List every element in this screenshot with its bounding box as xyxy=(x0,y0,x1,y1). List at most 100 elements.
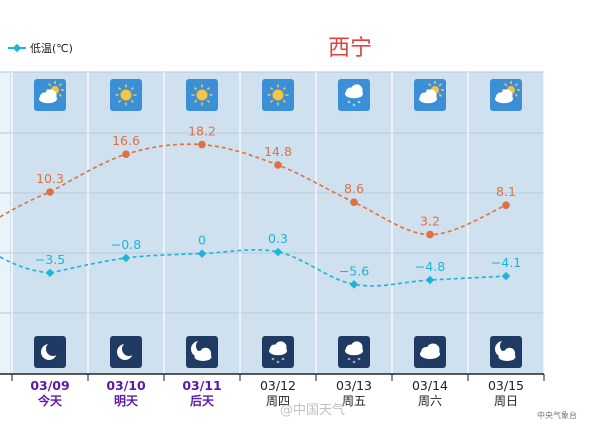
x-tick-date: 03/09 xyxy=(30,378,69,393)
x-tick-weekday: 后天 xyxy=(190,393,215,408)
low-data-label: −3.5 xyxy=(35,252,65,267)
snowflake: * xyxy=(348,100,351,107)
sun-ray xyxy=(130,87,134,91)
sun-disc xyxy=(272,89,284,101)
cloudy-icon xyxy=(414,336,446,368)
cloud-part xyxy=(274,341,287,354)
cloud-part xyxy=(424,89,437,102)
legend-low-label: 低温(℃) xyxy=(30,42,73,55)
sun-ray xyxy=(48,83,52,87)
cloud-part xyxy=(500,89,513,102)
partly-cloudy-icon xyxy=(34,79,66,111)
chart-title: 西宁 xyxy=(327,36,372,61)
moon-clear-icon xyxy=(34,336,66,368)
high-point xyxy=(502,201,510,209)
sun-ray xyxy=(58,93,62,97)
sun-ray xyxy=(130,99,134,103)
low-data-label: −0.8 xyxy=(111,237,141,252)
partly-cloudy-icon xyxy=(490,79,522,111)
low-data-label: 0 xyxy=(198,233,206,248)
cloud-snow-icon: * * * xyxy=(262,336,294,368)
low-data-label: −4.1 xyxy=(491,255,521,270)
sun-ray xyxy=(504,83,508,87)
x-tick-date: 03/12 xyxy=(260,378,296,393)
sun-ray xyxy=(270,87,274,91)
high-point xyxy=(46,188,54,196)
low-point xyxy=(273,247,283,257)
sunny-icon xyxy=(110,79,142,111)
cloud-part xyxy=(504,347,516,359)
high-data-label: 14.8 xyxy=(264,144,292,159)
low-point xyxy=(45,268,55,278)
x-tick-weekday: 明天 xyxy=(114,394,139,408)
x-tick-weekday: 周六 xyxy=(418,394,442,408)
sunny-icon xyxy=(186,79,218,111)
x-tick-date: 03/15 xyxy=(488,378,524,393)
snowflake: * xyxy=(272,357,275,364)
low-point xyxy=(121,253,131,263)
sun-disc xyxy=(120,89,132,101)
moon-clear-icon xyxy=(110,336,142,368)
moon-cloudy-icon xyxy=(186,336,218,368)
high-point xyxy=(122,150,130,158)
high-point xyxy=(198,140,206,149)
sun-ray xyxy=(194,99,198,103)
plot-band xyxy=(10,72,544,374)
snowflake: * xyxy=(358,100,361,107)
snowflake: * xyxy=(358,357,361,364)
sunny-icon xyxy=(262,79,294,111)
high-data-label: 8.6 xyxy=(344,181,364,196)
plot-band-left-edge xyxy=(0,72,10,374)
x-tick-date: 03/11 xyxy=(182,378,221,393)
sun-ray xyxy=(206,99,210,103)
low-point xyxy=(197,249,207,258)
snowflake: * xyxy=(348,357,351,364)
x-tick-date: 03/14 xyxy=(412,378,448,393)
low-data-label: −5.6 xyxy=(339,263,369,278)
sun-ray xyxy=(58,83,62,87)
sun-disc xyxy=(196,89,208,101)
sun-ray xyxy=(428,83,432,87)
x-tick-date: 03/13 xyxy=(336,378,372,393)
high-data-label: 8.1 xyxy=(496,184,516,199)
high-data-label: 16.6 xyxy=(112,133,140,148)
sun-ray xyxy=(118,99,122,103)
credit-label: 中央气象台 xyxy=(537,411,577,420)
sun-ray xyxy=(282,87,286,91)
cloud-part xyxy=(350,84,363,97)
low-point xyxy=(425,275,435,285)
moon-cloudy-icon xyxy=(490,336,522,368)
x-tick-weekday: 周日 xyxy=(494,394,518,408)
x-tick-weekday: 周五 xyxy=(342,394,366,408)
cloud-snow-icon: * * * xyxy=(338,79,370,111)
x-tick-weekday: 周四 xyxy=(266,394,290,408)
moon-cut xyxy=(122,342,136,356)
sun-ray xyxy=(282,99,286,103)
sun-ray xyxy=(194,87,198,91)
low-point xyxy=(501,271,511,281)
high-point xyxy=(426,230,434,239)
partly-cloudy-icon xyxy=(414,79,446,111)
sun-ray xyxy=(514,83,518,87)
legend-low-marker xyxy=(8,43,26,53)
low-point xyxy=(349,280,359,289)
cloud-snow-icon: * * * xyxy=(338,336,370,368)
sun-ray xyxy=(514,93,518,97)
cloud-part xyxy=(350,341,363,354)
sun-ray xyxy=(270,99,274,103)
sun-ray xyxy=(438,93,442,97)
high-data-label: 18.2 xyxy=(188,124,216,139)
high-point xyxy=(274,161,282,169)
snowflake: * xyxy=(277,360,280,367)
cloud-part xyxy=(200,347,212,359)
high-point xyxy=(350,198,358,206)
sun-ray xyxy=(118,87,122,91)
cloud-part xyxy=(426,343,440,357)
moon-cut xyxy=(46,342,60,356)
snowflake: * xyxy=(353,360,356,367)
high-line-leadin xyxy=(0,191,51,218)
high-data-label: 3.2 xyxy=(420,214,440,229)
sun-ray xyxy=(438,83,442,87)
